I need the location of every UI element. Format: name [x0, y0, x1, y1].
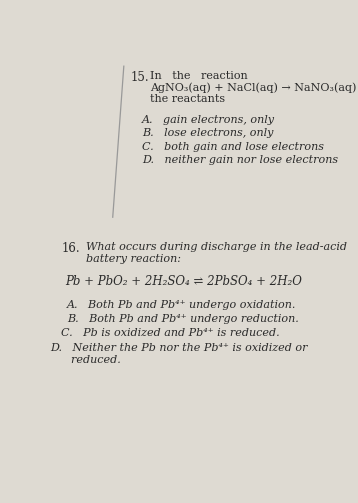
Text: battery reaction:: battery reaction:	[86, 254, 182, 264]
Text: the reactants: the reactants	[150, 95, 225, 105]
Text: AgNO₃(aq) + NaCl(aq) → NaNO₃(aq) + AgCl(s),: AgNO₃(aq) + NaCl(aq) → NaNO₃(aq) + AgCl(…	[150, 83, 358, 94]
Text: reduced.: reduced.	[50, 356, 121, 366]
Text: B.   Both Pb and Pb⁴⁺ undergo reduction.: B. Both Pb and Pb⁴⁺ undergo reduction.	[67, 314, 299, 324]
Text: A.   Both Pb and Pb⁴⁺ undergo oxidation.: A. Both Pb and Pb⁴⁺ undergo oxidation.	[67, 300, 296, 310]
Text: What occurs during discharge in the lead-acid: What occurs during discharge in the lead…	[86, 242, 347, 253]
Text: In   the   reaction: In the reaction	[150, 71, 248, 81]
Text: B.   lose electrons, only: B. lose electrons, only	[142, 128, 273, 138]
Text: Pb + PbO₂ + 2H₂SO₄ ⇌ 2PbSO₄ + 2H₂O: Pb + PbO₂ + 2H₂SO₄ ⇌ 2PbSO₄ + 2H₂O	[65, 275, 302, 288]
Text: C.   Pb is oxidized and Pb⁴⁺ is reduced.: C. Pb is oxidized and Pb⁴⁺ is reduced.	[62, 327, 280, 338]
Text: D.   neither gain nor lose electrons: D. neither gain nor lose electrons	[142, 155, 338, 165]
Text: 15.: 15.	[131, 71, 149, 84]
Text: C.   both gain and lose electrons: C. both gain and lose electrons	[142, 142, 324, 152]
Text: A.   gain electrons, only: A. gain electrons, only	[142, 115, 275, 125]
Text: 16.: 16.	[62, 242, 80, 256]
Text: D.   Neither the Pb nor the Pb⁴⁺ is oxidized or: D. Neither the Pb nor the Pb⁴⁺ is oxidiz…	[50, 343, 308, 353]
